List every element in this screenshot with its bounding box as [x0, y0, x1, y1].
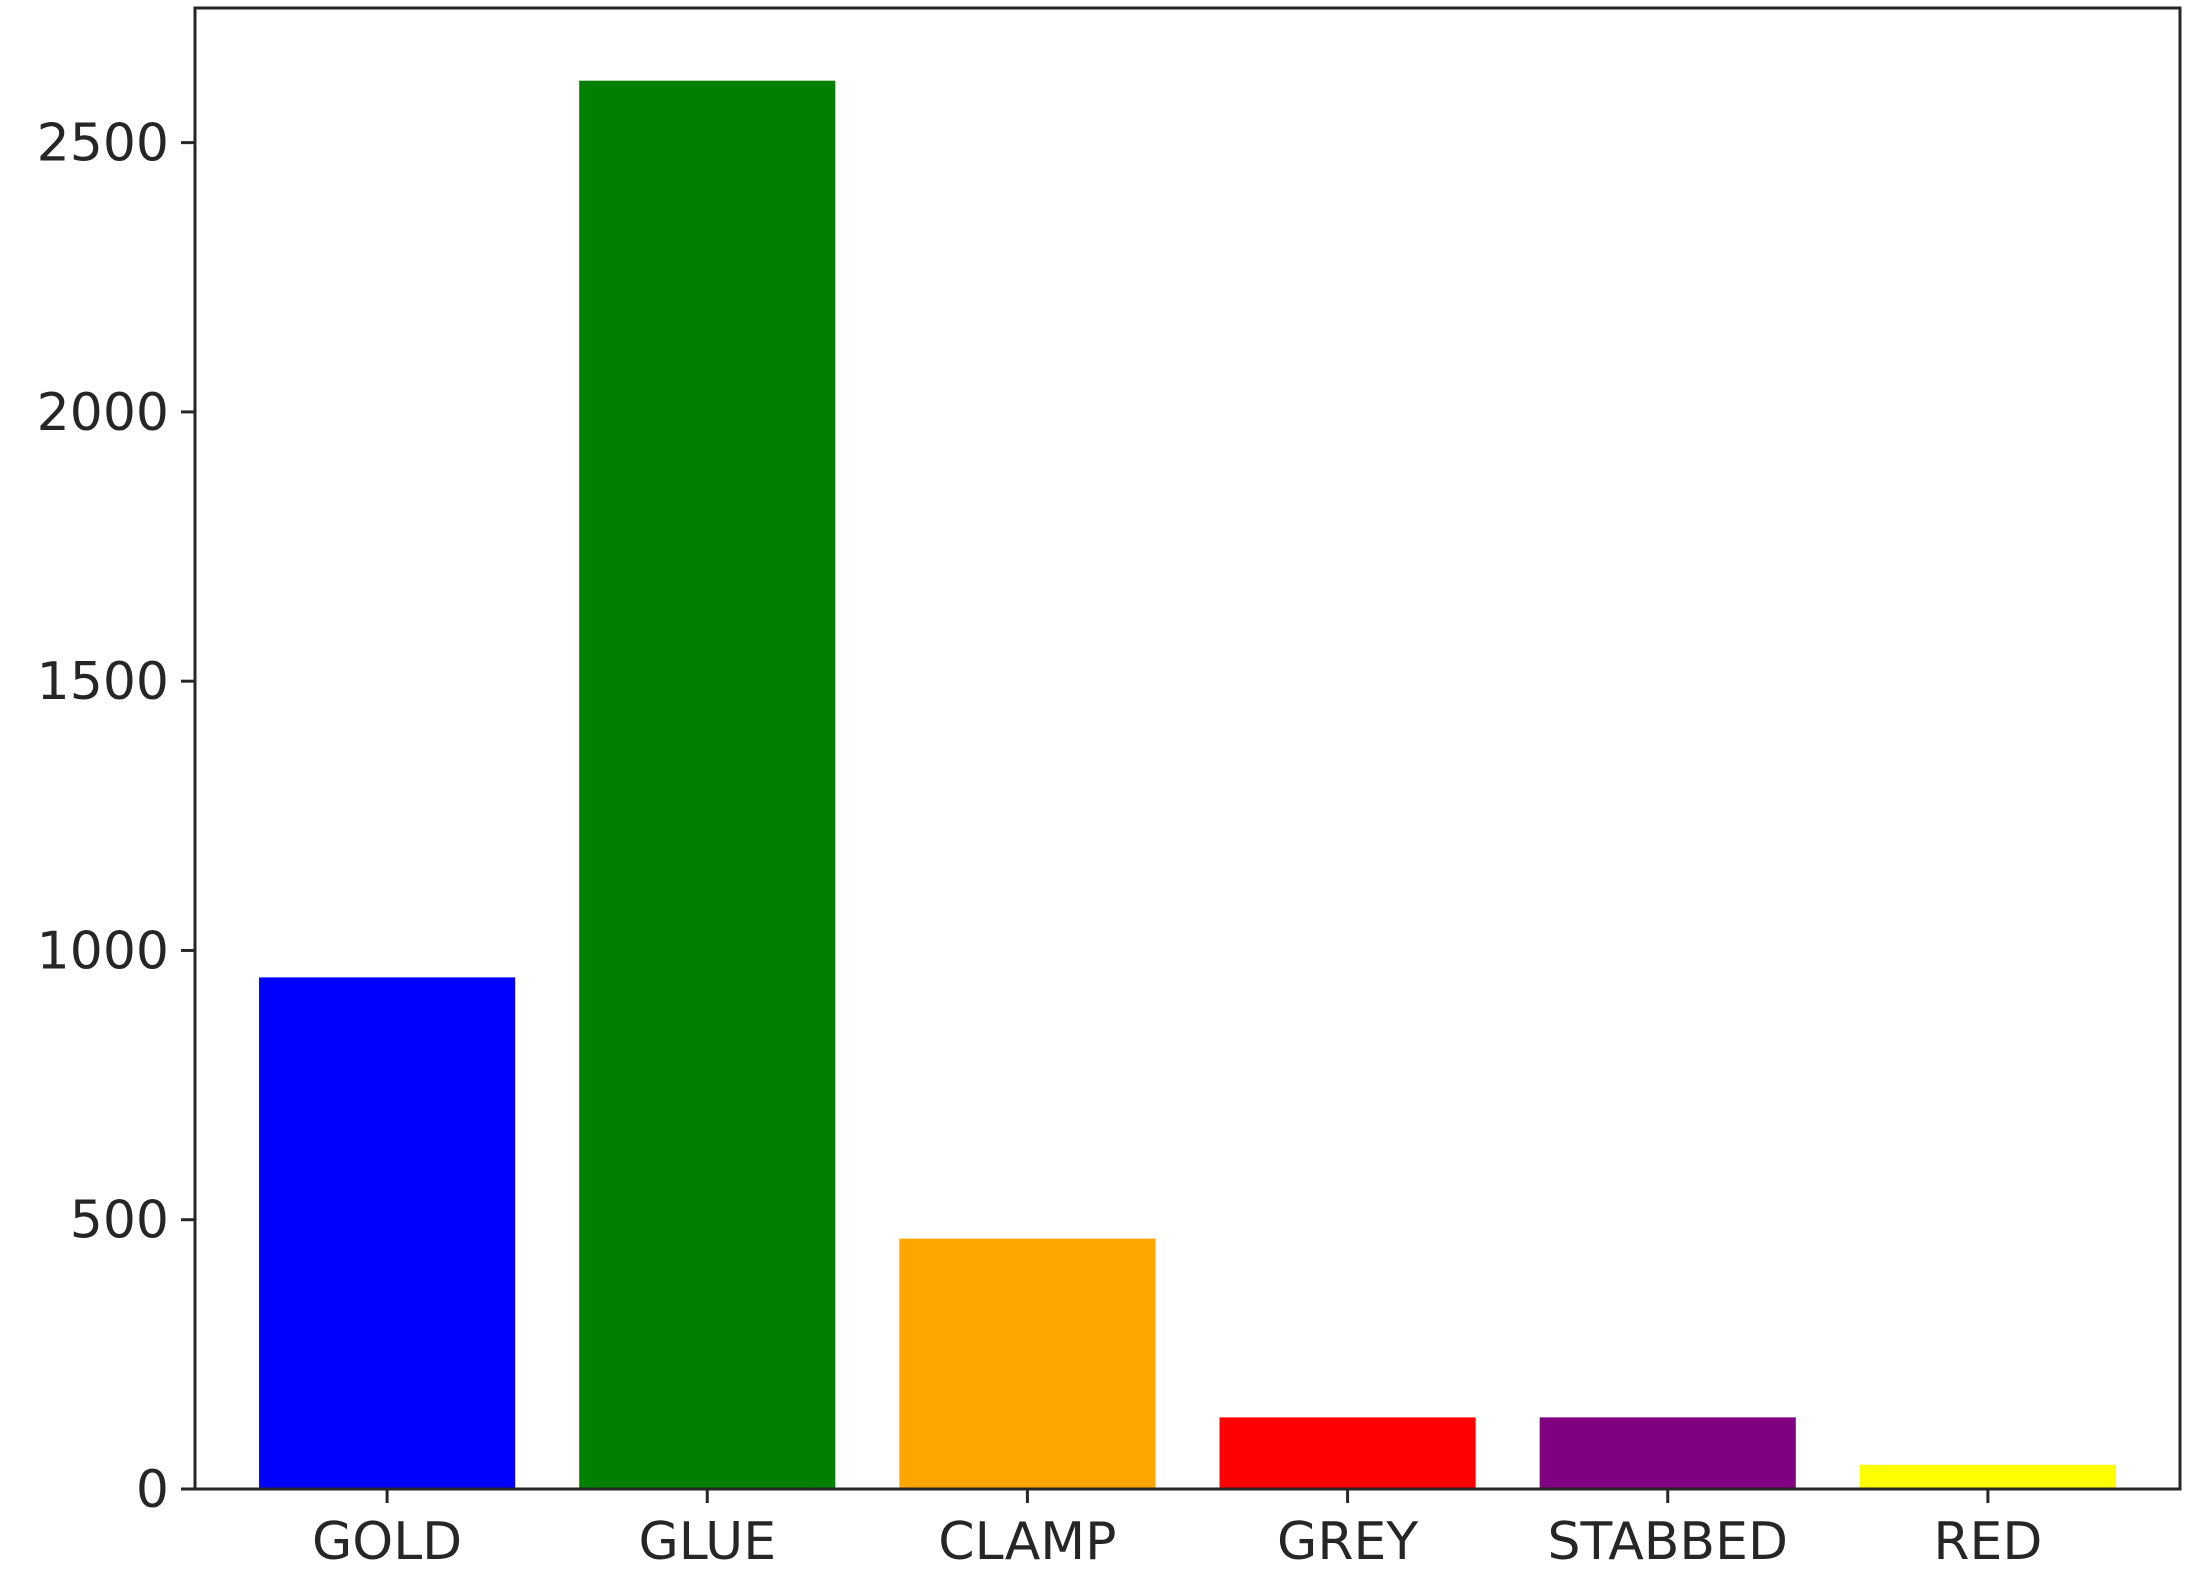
- bar-stabbed: [1539, 1417, 1796, 1489]
- bar-glue: [579, 80, 836, 1490]
- plot-frame: [193, 6, 2182, 1491]
- bars-layer: [259, 80, 2116, 1490]
- bar-gold: [259, 977, 516, 1489]
- y-axis: 0 500 1000 1500 2000 2500: [37, 114, 195, 1520]
- x-tick-label: CLAMP: [938, 1512, 1116, 1572]
- x-axis: GOLD GLUE CLAMP GREY STABBED RED: [312, 1489, 2042, 1572]
- x-tick-label: STABBED: [1547, 1512, 1788, 1572]
- y-tick-label: 1000: [37, 921, 169, 981]
- x-tick-label: GREY: [1277, 1512, 1418, 1572]
- y-tick-label: 2500: [37, 114, 169, 174]
- bar-grey: [1219, 1417, 1476, 1489]
- bar-red: [1859, 1464, 2116, 1489]
- y-tick-label: 500: [70, 1191, 169, 1251]
- y-tick-label: 0: [136, 1460, 169, 1520]
- bar-clamp: [899, 1238, 1156, 1489]
- x-tick-label: GLUE: [638, 1512, 776, 1572]
- y-tick-label: 2000: [37, 383, 169, 443]
- x-tick-label: RED: [1933, 1512, 2042, 1572]
- x-tick-label: GOLD: [312, 1512, 462, 1572]
- y-tick-label: 1500: [37, 652, 169, 712]
